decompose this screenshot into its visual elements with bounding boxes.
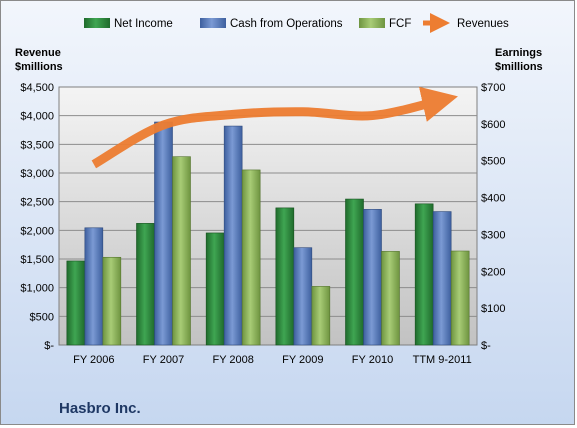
left-tick-label: $3,000 [20, 168, 54, 180]
bar-net-income [136, 223, 155, 346]
left-tick-label: $1,000 [20, 283, 54, 295]
right-tick-label: $200 [481, 266, 505, 278]
left-axis-ticks: $- $500 $1,000 $1,500 $2,000 $2,500 $3,000 $3,5… [20, 82, 54, 352]
legend-swatch-fcf [359, 18, 385, 28]
bar-net-income [345, 198, 364, 346]
right-axis-title-line1: Earnings [495, 47, 542, 59]
bar-cash-from-operations [432, 211, 452, 346]
revenues-line [91, 86, 458, 169]
legend-item-revenues: Revenues [423, 13, 509, 33]
bar-fcf [311, 286, 331, 346]
left-tick-label: $2,500 [20, 197, 54, 209]
right-tick-label: $- [481, 340, 491, 352]
x-tick-label: FY 2009 [282, 354, 323, 366]
legend-label-revenues: Revenues [457, 18, 509, 30]
legend-label-fcf: FCF [389, 18, 411, 30]
x-tick-label: TTM 9-2011 [413, 354, 472, 366]
bar-cash-from-operations [223, 125, 243, 346]
x-tick-label: FY 2006 [73, 354, 114, 366]
right-tick-label: $700 [481, 82, 505, 94]
right-tick-label: $100 [481, 303, 505, 315]
legend-label-cash-from-operations: Cash from Operations [230, 18, 343, 30]
bars [66, 121, 470, 346]
legend-swatch-net-income [84, 18, 110, 28]
left-axis-title-line2: $millions [15, 61, 63, 73]
left-tick-label: $500 [30, 311, 54, 323]
left-tick-label: $4,000 [20, 111, 54, 123]
company-name: Hasbro Inc. [59, 400, 141, 417]
revenues-series [91, 86, 458, 169]
right-tick-label: $600 [481, 119, 505, 131]
bar-cash-from-operations [154, 121, 173, 346]
x-axis-labels: FY 2006 FY 2007 FY 2008 FY 2009 FY 2010 TTM 9… [73, 354, 472, 366]
legend: Net Income Cash from Operations FCF Reve… [84, 13, 509, 33]
bar-cash-from-operations [293, 247, 313, 346]
left-tick-label: $3,500 [20, 139, 54, 151]
bar-cash-from-operations [363, 209, 382, 346]
bar-net-income [66, 260, 86, 346]
bar-fcf [172, 156, 191, 346]
legend-label-net-income: Net Income [114, 18, 173, 30]
plot-area [58, 86, 478, 346]
legend-swatch-cash-from-operations [200, 18, 226, 28]
left-tick-label: $4,500 [20, 82, 54, 94]
bar-fcf [381, 251, 400, 346]
bar-net-income [414, 203, 434, 346]
bar-fcf [450, 250, 470, 346]
left-tick-label: $2,000 [20, 225, 54, 237]
x-tick-label: FY 2010 [352, 354, 393, 366]
legend-item-net-income: Net Income [84, 18, 173, 30]
right-axis-ticks: $- $100 $200 $300 $400 $500 $600 $700 [481, 82, 505, 352]
x-tick-label: FY 2008 [212, 354, 253, 366]
bar-cash-from-operations [84, 227, 104, 346]
bar-net-income [205, 232, 225, 346]
left-tick-label: $- [44, 340, 54, 352]
left-tick-label: $1,500 [20, 254, 54, 266]
bar-fcf [241, 169, 261, 346]
legend-item-fcf: FCF [359, 18, 411, 30]
x-tick-label: FY 2007 [143, 354, 184, 366]
left-axis-title-line1: Revenue [15, 47, 61, 59]
legend-item-cash-from-operations: Cash from Operations [200, 18, 343, 30]
right-tick-label: $500 [481, 156, 505, 168]
right-axis-title-line2: $millions [495, 61, 543, 73]
right-tick-label: $400 [481, 193, 505, 205]
bar-fcf [102, 256, 122, 346]
right-tick-label: $300 [481, 229, 505, 241]
bar-net-income [275, 207, 295, 346]
